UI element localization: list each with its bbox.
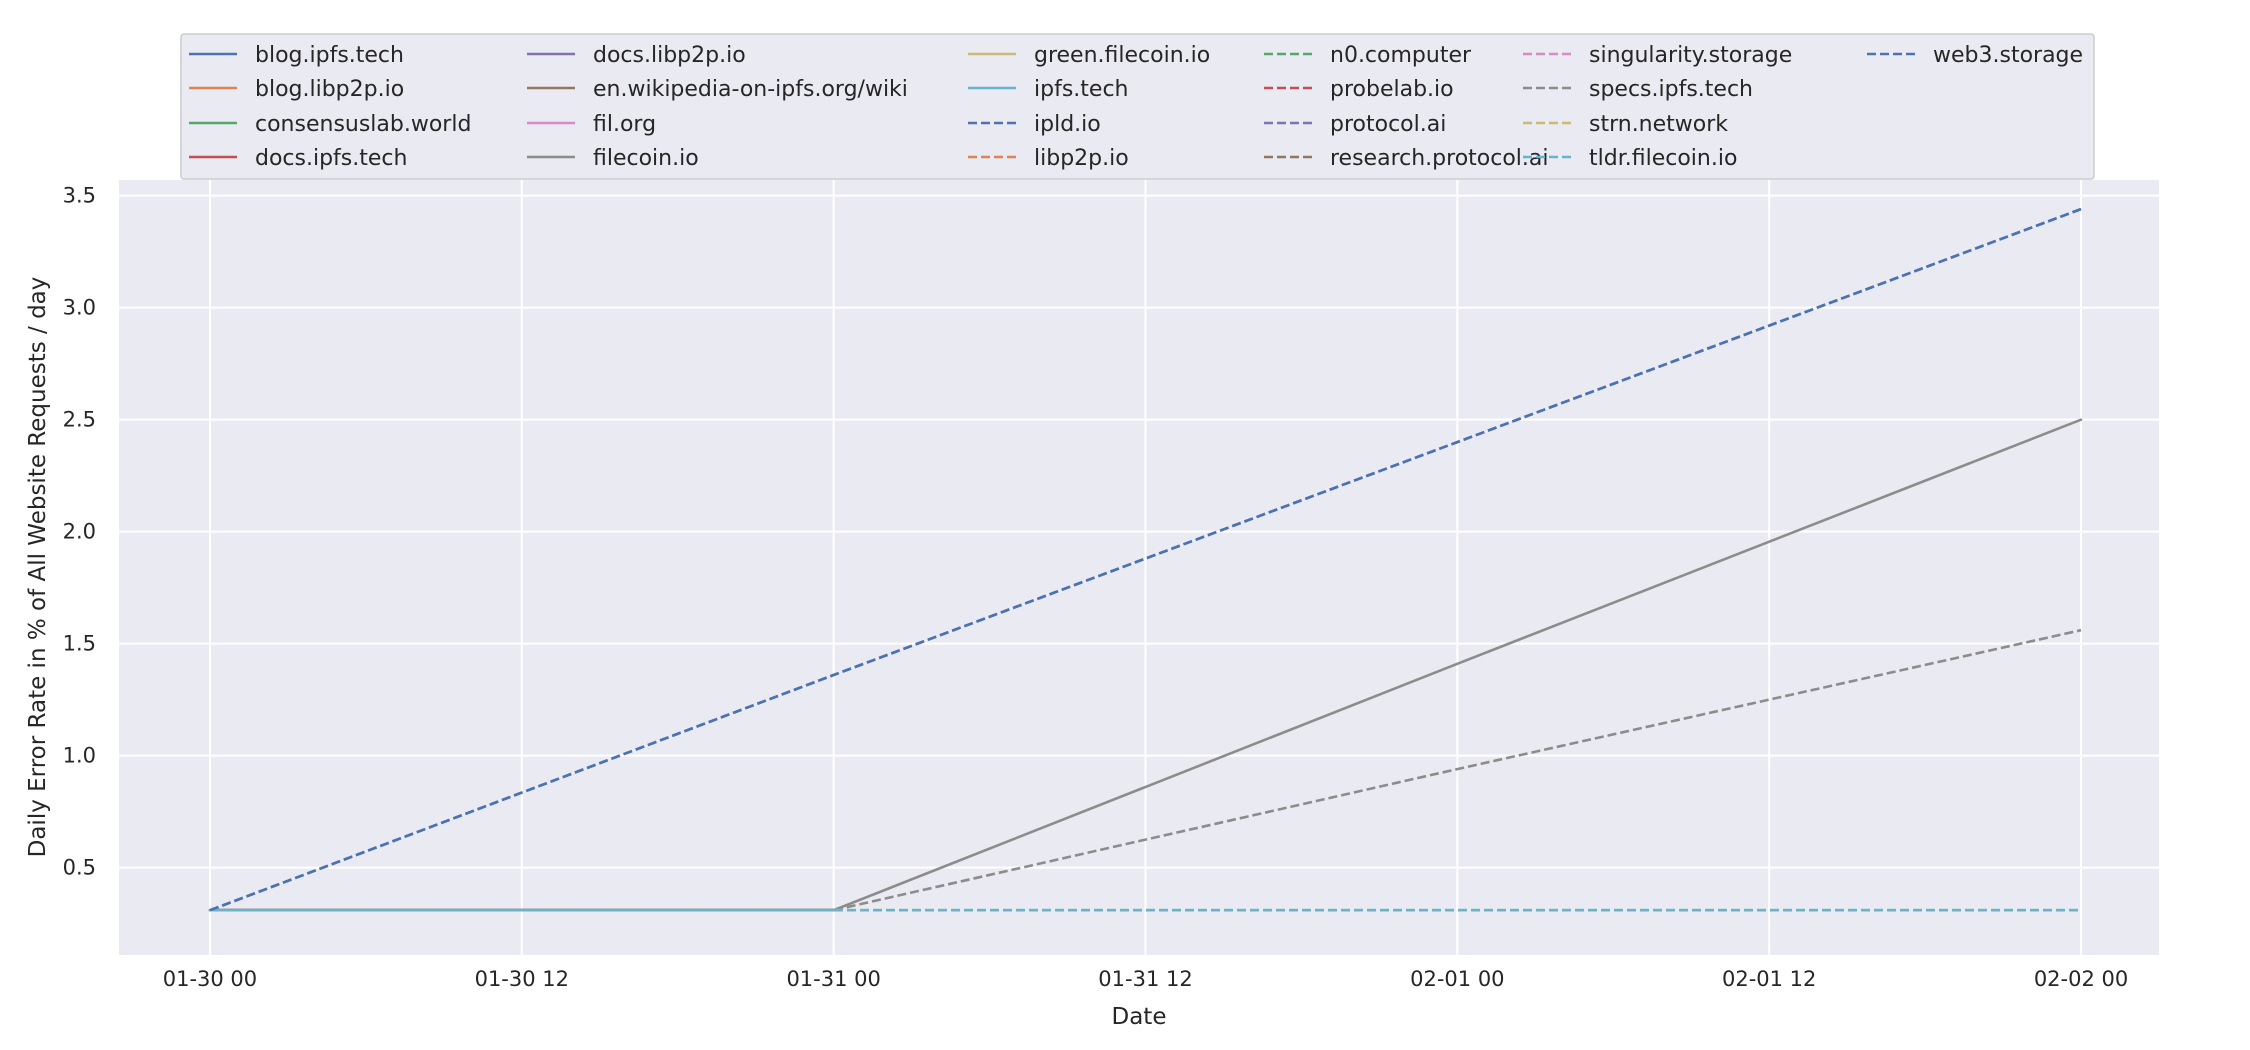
y-tick-label: 1.5 (63, 632, 96, 656)
series-lines (208, 207, 2083, 912)
legend-label: protocol.ai (1330, 112, 1446, 137)
legend-label: web3.storage (1933, 43, 2083, 68)
legend-label: strn.network (1589, 112, 1728, 137)
y-tick-labels: 0.5 1.0 1.5 2.0 2.5 3.0 3.5 (63, 184, 96, 880)
legend-label: ipld.io (1034, 112, 1101, 137)
x-tick-label: 01-31 00 (786, 967, 880, 991)
legend-label: specs.ipfs.tech (1589, 77, 1753, 102)
legend-label: blog.libp2p.io (255, 77, 404, 102)
legend-label: docs.ipfs.tech (255, 146, 407, 171)
y-tick-label: 2.0 (63, 520, 96, 544)
legend-label: blog.ipfs.tech (255, 43, 404, 68)
legend-label: probelab.io (1330, 77, 1454, 102)
y-axis-label: Daily Error Rate in % of All Website Req… (25, 277, 51, 858)
legend-label: research.protocol.ai (1330, 146, 1549, 171)
y-tick-label: 3.0 (63, 296, 96, 320)
y-tick-label: 0.5 (63, 856, 96, 880)
x-tick-labels: 01-30 00 01-30 12 01-31 00 01-31 12 02-01 00… (163, 967, 2129, 991)
legend-label: green.filecoin.io (1034, 43, 1210, 68)
legend-label: en.wikipedia-on-ipfs.org/wiki (593, 77, 908, 102)
x-tick-label: 01-30 00 (163, 967, 257, 991)
x-tick-label: 02-01 12 (1722, 967, 1816, 991)
legend-label: libp2p.io (1034, 146, 1129, 171)
legend-label: tldr.filecoin.io (1589, 146, 1737, 171)
x-tick-label: 02-01 00 (1410, 967, 1504, 991)
legend-label: fil.org (593, 112, 656, 137)
legend-label: docs.libp2p.io (593, 43, 746, 68)
x-tick-label: 01-31 12 (1098, 967, 1192, 991)
legend-label: consensuslab.world (255, 112, 471, 137)
x-axis-label: Date (1112, 1004, 1167, 1030)
y-tick-label: 1.0 (63, 744, 96, 768)
x-tick-label: 02-02 00 (2034, 967, 2128, 991)
y-tick-label: 3.5 (63, 184, 96, 208)
legend-label: singularity.storage (1589, 43, 1792, 68)
legend-label: ipfs.tech (1034, 77, 1128, 102)
legend-label: n0.computer (1330, 43, 1472, 68)
series-line (210, 628, 2082, 912)
legend: blog.ipfs.tech blog.libp2p.io consensuslab… (180, 33, 2095, 180)
legend-label: filecoin.io (593, 146, 699, 171)
x-tick-label: 01-30 12 (475, 967, 569, 991)
y-tick-label: 2.5 (63, 408, 96, 432)
series-line (209, 207, 2082, 912)
legend-frame (180, 33, 2095, 180)
plot-background (119, 180, 2159, 955)
